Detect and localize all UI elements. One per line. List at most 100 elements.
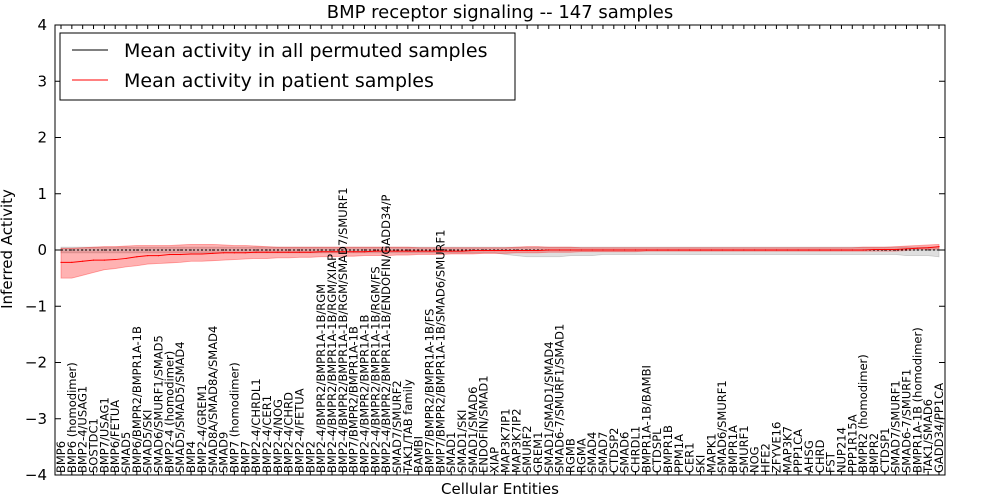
x-tick-label: BMPR1A-1B (homodimer) [910, 327, 924, 473]
data-point [244, 252, 246, 254]
data-point [743, 249, 745, 251]
data-point [418, 249, 420, 251]
data-point [439, 250, 441, 252]
x-tick-label: TAK1/SMAD6 [921, 399, 935, 474]
data-point [819, 249, 821, 251]
data-point [179, 253, 181, 256]
data-point [82, 249, 84, 251]
x-tick-label: RGMB [563, 438, 577, 473]
data-point [233, 252, 236, 254]
data-point [266, 251, 268, 253]
data-point [504, 249, 507, 252]
data-point [168, 253, 170, 256]
x-tick-label: BMP6/BMPR2/BMPR1A-1B [130, 326, 144, 473]
data-point [624, 249, 626, 251]
x-tick-label: CER1 [683, 442, 697, 473]
x-tick-label: BMPR1A-1B/BAMBI [639, 365, 653, 473]
series-line-1 [61, 246, 940, 263]
data-point [190, 249, 192, 251]
data-point [559, 249, 561, 251]
data-point [830, 249, 832, 251]
data-point [363, 249, 366, 251]
data-point [428, 250, 431, 252]
data-point [92, 249, 95, 251]
data-point [103, 249, 105, 251]
y-axis-label: Inferred Activity [0, 189, 16, 309]
data-point [114, 249, 116, 251]
x-tick-label: ZFYVE16 [769, 422, 783, 473]
x-tick-label: SMAD1/SMAD1/SMAD4 [542, 341, 556, 473]
x-tick-label: BMP2-4/GREM1 [195, 384, 209, 473]
data-point [916, 249, 918, 251]
data-point [114, 258, 116, 261]
data-point [277, 249, 279, 251]
y-tick-label: −2 [25, 354, 47, 372]
x-tick-label: CHRD [813, 439, 827, 473]
x-tick-label: BMP2-4/BMPR2/BMPR1A-1B [358, 315, 372, 473]
x-tick-label: BMP2-4/CHRD [282, 392, 296, 473]
data-point [157, 255, 160, 257]
series-band-1 [60, 243, 940, 279]
x-tick-label: TAK1/TAB family [401, 379, 415, 474]
x-tick-label: BMP7 (homodimer) [227, 362, 241, 473]
data-point [764, 249, 767, 251]
data-point [353, 251, 355, 253]
data-point [320, 251, 322, 253]
x-tick-label: BMP2-4/BMPR2/BMPR1A-1B/RGM/FS [368, 266, 382, 473]
data-point [374, 250, 376, 252]
x-tick-label: BMP2-4/USAG1 [76, 386, 90, 473]
x-tick-label: FST [824, 451, 838, 473]
data-point [710, 249, 712, 251]
x-tick-label: SKI [694, 455, 708, 473]
data-point [754, 249, 756, 251]
x-tick-label: NUP214 [834, 427, 848, 473]
y-tick-label: −3 [25, 410, 47, 428]
x-tick-label: GADD34/PP1CA [932, 383, 946, 473]
x-tick-label: BMP4 [184, 441, 198, 473]
data-point [331, 251, 333, 253]
data-point [689, 249, 691, 251]
x-tick-label: ENDOFIN/SMAD1 [477, 375, 491, 473]
data-point [222, 252, 225, 254]
x-tick-label: SMURF1 [737, 425, 751, 473]
data-point [873, 248, 875, 251]
x-tick-label: BMP2-4/CER1 [260, 395, 274, 473]
y-tick-label: −4 [25, 466, 47, 484]
x-tick-label: PPP1R15A [845, 414, 859, 473]
data-point [136, 249, 138, 251]
data-point [385, 250, 387, 252]
data-point [927, 247, 929, 249]
data-point [157, 249, 160, 251]
data-point [418, 250, 420, 252]
x-tick-label: MAP3K7 [780, 426, 794, 473]
x-tick-label: SMAD6-7/SMURF1 [899, 369, 913, 473]
chart-title: BMP receptor signaling -- 147 samples [327, 2, 674, 23]
x-tick-label: BAMBI [412, 436, 426, 473]
data-point [526, 249, 528, 252]
x-tick-label: SOSTDC1 [87, 418, 101, 473]
data-point [678, 249, 680, 251]
x-tick-label: SMAD6-7/SMURF1/SMAD1 [553, 324, 567, 473]
x-tick-label: SMAD5/SKI [141, 410, 155, 473]
x-tick-label: SMAD7/SMURF2 [390, 380, 404, 473]
x-tick-label: SMAD6/SMURF1/SMAD5 [152, 335, 166, 473]
data-point [255, 249, 257, 251]
data-point [266, 249, 268, 251]
data-point [179, 249, 181, 251]
data-point [298, 249, 301, 251]
x-tick-label: BMP7/USAG1 [97, 397, 111, 473]
data-point [439, 249, 441, 251]
data-point [342, 249, 344, 251]
x-tick-label: SMAD5 [119, 432, 133, 473]
x-tick-label: XIAP [488, 447, 502, 473]
y-tick-label: 2 [37, 129, 47, 147]
x-tick-label: BMP2-4/BMPR2/BMPR1A-1B/RGM/SMAD7/SMURF1 [336, 187, 350, 473]
data-point [71, 249, 73, 251]
data-point [613, 249, 615, 251]
x-tick-label: BMP7/BMPR2/BMPR1A-1B/FS [423, 309, 437, 473]
data-point [353, 249, 355, 251]
x-tick-label: BMPR2 (homodimer) [856, 354, 870, 473]
data-point [331, 249, 333, 251]
